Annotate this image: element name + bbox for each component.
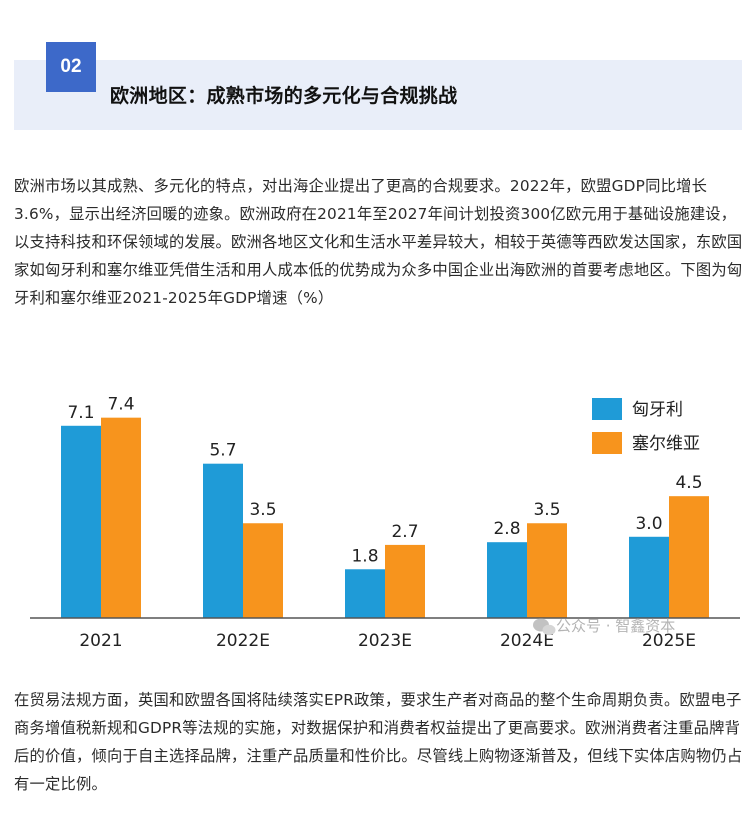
watermark: 公众号 · 智鑫资本: [533, 617, 675, 636]
value-label-匈牙利-2023E: 1.8: [351, 546, 378, 566]
bar-匈牙利-2025E: [629, 536, 669, 618]
legend-label-塞尔维亚: 塞尔维亚: [632, 434, 700, 454]
bar-塞尔维亚-2025E: [669, 496, 709, 618]
category-label-2024E: 2024E: [500, 631, 554, 651]
bar-匈牙利-2024E: [487, 542, 527, 618]
value-label-匈牙利-2024E: 2.8: [493, 519, 520, 539]
section-number-badge: 02: [46, 42, 96, 92]
category-labels-layer: 2021 2022E 2023E 2024E 2025E: [79, 631, 696, 651]
wechat-icon: [533, 618, 556, 636]
value-label-塞尔维亚-2025E: 4.5: [675, 473, 702, 493]
category-label-2025E: 2025E: [642, 631, 696, 651]
bar-塞尔维亚-2022E: [243, 523, 283, 618]
legend-label-匈牙利: 匈牙利: [632, 400, 683, 420]
value-labels-layer: 7.1 7.4 5.7 3.5 1.8 2.7 2.8 3.5 3.0 4.5: [67, 395, 702, 567]
section-title: 欧洲地区：成熟市场的多元化与合规挑战: [110, 85, 458, 107]
bar-匈牙利-2023E: [345, 569, 385, 618]
value-label-塞尔维亚-2021: 7.4: [107, 395, 134, 415]
value-label-匈牙利-2022E: 5.7: [209, 441, 236, 461]
value-label-塞尔维亚-2022E: 3.5: [249, 500, 276, 520]
intro-paragraph: 欧洲市场以其成熟、多元化的特点，对出海企业提出了更高的合规要求。2022年，欧盟…: [14, 177, 743, 307]
category-label-2023E: 2023E: [358, 631, 412, 651]
bar-塞尔维亚-2021: [101, 417, 141, 618]
trade-regulation-paragraph: 在贸易法规方面，英国和欧盟各国将陆续落实EPR政策，要求生产者对商品的整个生命周…: [14, 691, 743, 793]
value-label-匈牙利-2025E: 3.0: [635, 514, 662, 534]
category-label-2021: 2021: [79, 631, 122, 651]
bar-匈牙利-2022E: [203, 463, 243, 618]
value-label-匈牙利-2021: 7.1: [67, 403, 94, 423]
value-label-塞尔维亚-2024E: 3.5: [533, 500, 560, 520]
bar-塞尔维亚-2024E: [527, 523, 567, 618]
legend-swatch-匈牙利: [592, 398, 622, 420]
category-label-2022E: 2022E: [216, 631, 270, 651]
value-label-塞尔维亚-2023E: 2.7: [391, 522, 418, 542]
gdp-growth-bar-chart: 7.1 7.4 5.7 3.5 1.8 2.7 2.8 3.5 3.0 4.5 2021 2022E…: [30, 395, 740, 651]
bar-匈牙利-2021: [61, 425, 101, 618]
watermark-text: 公众号 · 智鑫资本: [556, 617, 675, 635]
bars-layer: [61, 417, 709, 618]
section-header-band: [14, 60, 742, 130]
legend-swatch-塞尔维亚: [592, 432, 622, 454]
bar-塞尔维亚-2023E: [385, 544, 425, 618]
